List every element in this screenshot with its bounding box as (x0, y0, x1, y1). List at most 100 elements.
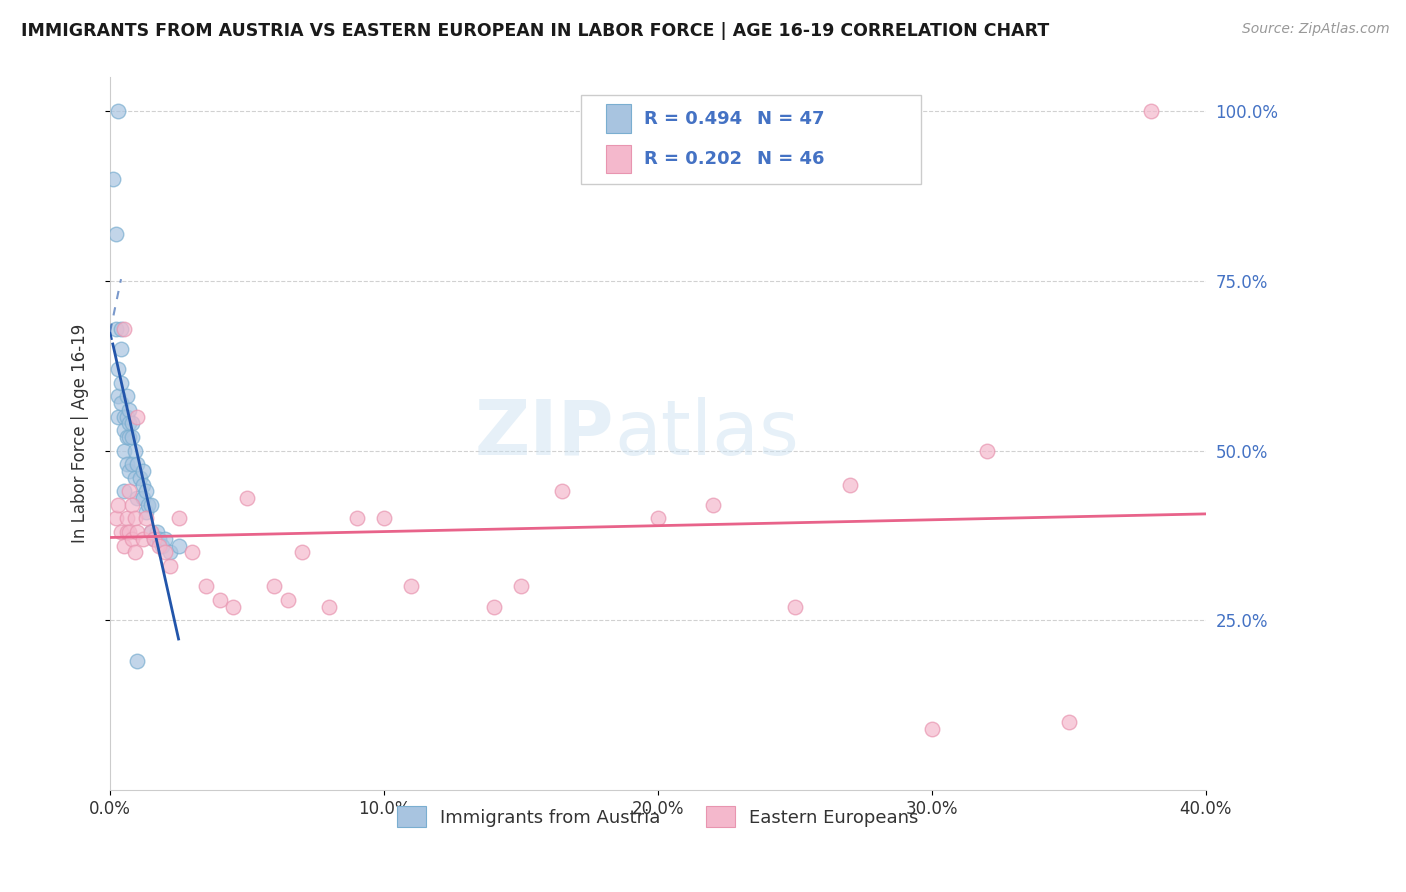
Point (110, 396, 132, 410)
Legend: Immigrants from Austria, Eastern Europeans: Immigrants from Austria, Eastern Europea… (389, 799, 927, 834)
Point (115, 457, 138, 471)
Point (153, 532, 176, 546)
Point (510, 579, 533, 593)
Point (115, 524, 138, 539)
Point (112, 409, 135, 424)
Text: atlas: atlas (614, 397, 799, 471)
Point (208, 593, 231, 607)
Point (263, 579, 285, 593)
Point (976, 443, 998, 458)
Point (110, 342, 132, 356)
Point (132, 532, 155, 546)
Point (153, 545, 176, 559)
Point (159, 545, 181, 559)
Point (127, 409, 149, 424)
Point (112, 423, 135, 437)
Point (121, 430, 143, 444)
Point (118, 417, 141, 431)
Point (373, 511, 395, 525)
Point (121, 498, 143, 512)
Point (141, 498, 163, 512)
Point (112, 321, 135, 335)
Point (401, 579, 423, 593)
Point (783, 599, 806, 614)
Point (838, 477, 860, 491)
Text: N = 46: N = 46 (756, 150, 824, 168)
Point (104, 227, 127, 241)
Point (150, 539, 173, 553)
Point (167, 511, 190, 525)
FancyBboxPatch shape (606, 104, 630, 133)
Point (110, 376, 132, 390)
Point (104, 321, 127, 335)
Point (124, 443, 146, 458)
Point (104, 511, 127, 525)
Point (148, 532, 170, 546)
Point (118, 430, 141, 444)
Point (115, 430, 138, 444)
Text: Source: ZipAtlas.com: Source: ZipAtlas.com (1241, 22, 1389, 37)
Point (167, 539, 190, 553)
Point (145, 524, 167, 539)
Point (110, 524, 132, 539)
Point (132, 464, 155, 478)
Point (482, 599, 505, 614)
Point (107, 409, 129, 424)
Point (107, 104, 129, 119)
Point (118, 403, 141, 417)
Y-axis label: In Labor Force | Age 16-19: In Labor Force | Age 16-19 (72, 324, 89, 543)
Point (277, 593, 299, 607)
Point (129, 471, 152, 485)
Point (142, 532, 165, 546)
Point (101, 172, 124, 186)
Point (118, 484, 141, 499)
Point (135, 511, 157, 525)
Point (115, 511, 138, 525)
Point (121, 457, 143, 471)
Point (121, 532, 143, 546)
Point (112, 484, 135, 499)
Point (124, 545, 146, 559)
Point (142, 532, 165, 546)
Point (121, 417, 143, 431)
Point (115, 409, 138, 424)
Point (141, 524, 163, 539)
Text: ZIP: ZIP (475, 397, 614, 471)
Point (107, 389, 129, 403)
Point (132, 491, 155, 505)
Point (236, 491, 259, 505)
Point (112, 539, 135, 553)
Point (647, 511, 669, 525)
Text: N = 47: N = 47 (756, 110, 824, 128)
Point (135, 484, 157, 499)
Point (1057, 714, 1080, 729)
Text: R = 0.202: R = 0.202 (644, 150, 742, 168)
Point (138, 498, 160, 512)
Point (124, 511, 146, 525)
Point (346, 511, 368, 525)
Point (110, 321, 132, 335)
Point (115, 389, 138, 403)
Point (194, 579, 217, 593)
Point (132, 477, 155, 491)
Point (291, 545, 314, 559)
Point (318, 599, 340, 614)
Point (159, 559, 181, 574)
Point (702, 498, 724, 512)
Point (141, 524, 163, 539)
Point (118, 464, 141, 478)
Text: IMMIGRANTS FROM AUSTRIA VS EASTERN EUROPEAN IN LABOR FORCE | AGE 16-19 CORRELATI: IMMIGRANTS FROM AUSTRIA VS EASTERN EUROP… (21, 22, 1049, 40)
Point (127, 524, 149, 539)
Point (148, 539, 170, 553)
Point (124, 471, 146, 485)
Point (127, 654, 149, 668)
FancyBboxPatch shape (606, 145, 630, 173)
Point (127, 491, 149, 505)
Point (107, 362, 129, 376)
Point (107, 498, 129, 512)
Point (127, 457, 149, 471)
Point (181, 545, 204, 559)
FancyBboxPatch shape (581, 95, 921, 185)
Point (921, 722, 943, 736)
Point (1140, 104, 1163, 119)
